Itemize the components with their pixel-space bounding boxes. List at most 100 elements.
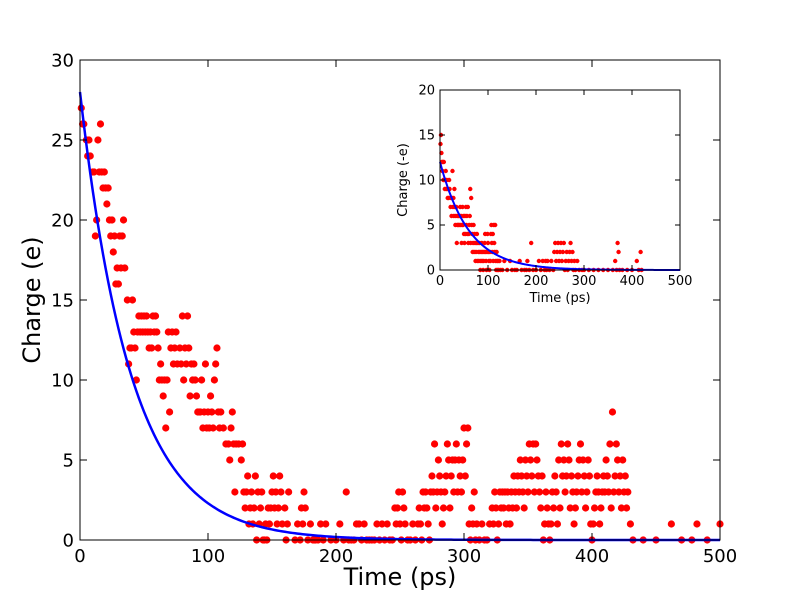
main-data-point — [424, 520, 432, 528]
inset-data-point — [570, 249, 575, 255]
main-data-point — [520, 504, 528, 512]
main-data-point — [224, 440, 233, 448]
main-data-point — [285, 488, 293, 496]
main-data-point — [242, 488, 250, 496]
main-data-point — [519, 488, 527, 496]
inset-data-point — [613, 258, 618, 264]
inset-data-point — [443, 168, 448, 174]
inset-data-point — [494, 249, 499, 255]
main-data-point — [606, 440, 614, 448]
main-data-point — [602, 456, 610, 464]
inset-ticks: 0 100 200 300 400 500 0 5 10 15 20 — [418, 84, 692, 289]
main-data-point — [617, 504, 626, 512]
inset-data-point — [482, 240, 487, 246]
main-data-point — [574, 472, 582, 480]
inset-data-point — [467, 213, 472, 219]
main-data-point — [241, 504, 249, 512]
main-y-tick-label: 15 — [51, 290, 74, 311]
main-data-point — [523, 472, 531, 480]
main-data-point — [119, 216, 128, 224]
inset-plot-frame — [439, 89, 681, 271]
inset-data-point — [450, 168, 455, 174]
inset-data-point — [559, 258, 565, 264]
main-data-point — [612, 440, 620, 448]
inset-data-point — [616, 249, 621, 255]
main-data-point — [667, 520, 675, 528]
main-data-point — [336, 520, 344, 528]
main-data-point — [551, 472, 559, 480]
inset-data-point — [474, 231, 480, 237]
main-data-point — [589, 520, 597, 528]
main-data-point — [300, 488, 308, 496]
main-data-point — [537, 504, 545, 512]
main-data-point — [590, 504, 599, 512]
inset-data-point — [454, 240, 459, 246]
main-data-point — [306, 520, 314, 528]
main-data-point — [294, 520, 302, 528]
main-data-point — [227, 424, 235, 432]
main-data-point — [478, 520, 486, 528]
main-data-point — [192, 392, 201, 400]
main-data-point — [446, 504, 454, 512]
main-data-point — [190, 360, 198, 368]
main-data-point — [585, 472, 594, 480]
main-data-point — [247, 488, 256, 496]
main-data-point — [108, 216, 116, 224]
main-data-point — [578, 488, 586, 496]
main-data-point — [528, 472, 536, 480]
main-data-point — [461, 472, 469, 480]
main-data-point — [265, 520, 274, 528]
main-x-tick-label: 300 — [447, 546, 481, 567]
main-data-point — [90, 168, 98, 176]
main-data-point — [593, 472, 601, 480]
main-data-point — [401, 520, 409, 528]
inset-data-point — [575, 258, 580, 264]
main-y-tick-label: 25 — [51, 130, 74, 151]
main-data-point — [438, 520, 446, 528]
inset-x-axis-title: Time (ps) — [528, 291, 590, 306]
main-data-point — [473, 520, 481, 528]
main-data-point — [570, 520, 578, 528]
main-data-point — [415, 504, 423, 512]
main-y-tick-label: 10 — [51, 370, 74, 391]
main-data-point — [186, 392, 194, 400]
main-data-point — [423, 504, 431, 512]
main-data-point — [543, 504, 551, 512]
main-data-point — [533, 456, 541, 464]
main-data-point — [273, 520, 281, 528]
inset-y-axis-title: Charge (-e) — [396, 143, 411, 217]
main-data-point — [567, 472, 576, 480]
main-data-point — [470, 488, 478, 496]
inset-x-tick-label: 0 — [436, 274, 444, 289]
inset-y-tick-label: 10 — [418, 174, 435, 189]
main-x-tick-label: 0 — [74, 546, 85, 567]
main-data-point — [556, 504, 564, 512]
main-data-point — [492, 504, 500, 512]
main-data-point — [565, 456, 573, 464]
main-data-point — [580, 472, 588, 480]
main-x-tick-label: 500 — [703, 546, 737, 567]
main-data-point — [128, 296, 137, 304]
main-data-point — [542, 488, 550, 496]
main-data-point — [171, 344, 179, 352]
main-data-point — [342, 488, 350, 496]
main-data-point — [114, 280, 122, 288]
main-data-point — [530, 488, 539, 496]
main-data-point — [322, 520, 330, 528]
main-data-point — [191, 376, 199, 384]
main-data-point — [506, 520, 514, 528]
main-data-point — [100, 168, 108, 176]
inset-data-point — [469, 195, 474, 201]
main-data-point — [615, 488, 623, 496]
inset-y-tick-label: 5 — [427, 219, 435, 234]
inset-x-tick-label: 500 — [668, 274, 693, 289]
main-data-point — [430, 440, 439, 448]
main-y-tick-label: 0 — [63, 530, 74, 551]
main-data-point — [272, 488, 280, 496]
main-data-point — [464, 424, 472, 432]
main-data-point — [176, 344, 184, 352]
main-data-point — [532, 440, 540, 448]
inset-x-tick-label: 200 — [524, 274, 549, 289]
main-data-point — [693, 520, 701, 528]
